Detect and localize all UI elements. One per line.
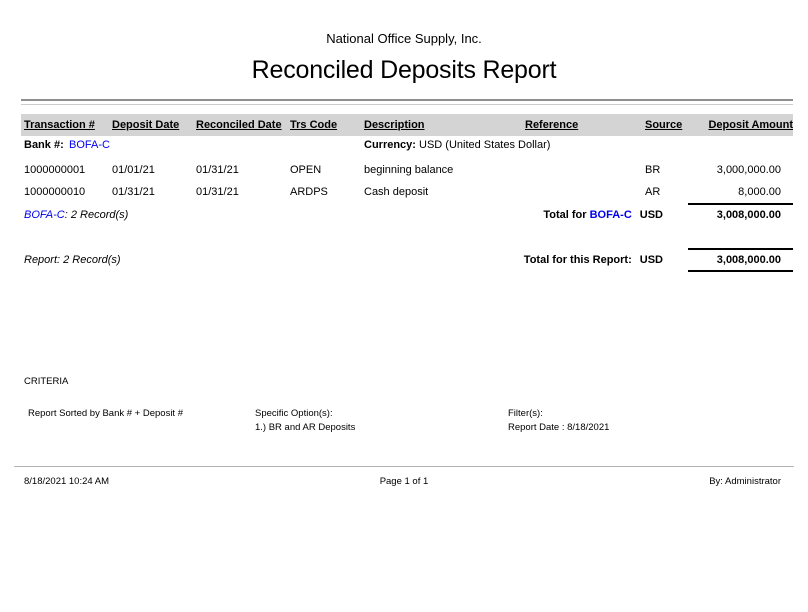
criteria-specific-options-value: 1.) BR and AR Deposits: [255, 422, 356, 433]
cell-description: beginning balance: [364, 164, 454, 176]
criteria-specific-options-label: Specific Option(s):: [255, 408, 333, 419]
report-total-text: Total for this Report:: [523, 254, 632, 266]
report-total-currency: USD: [639, 254, 663, 266]
cell-trs-code: OPEN: [290, 164, 322, 176]
bank-record-count: BOFA-C: 2 Record(s): [24, 209, 128, 221]
bank-total-label: Total for BOFA-C USD: [543, 209, 663, 221]
currency-value: USD (United States Dollar): [419, 139, 551, 151]
criteria-sorted-by: Report Sorted by Bank # + Deposit #: [28, 408, 183, 419]
bank-number-label: Bank #:: [24, 139, 64, 151]
cell-source: AR: [645, 186, 661, 198]
bank-record-count-text: : 2 Record(s): [64, 209, 129, 221]
bank-group-row: Bank #: BOFA-C Currency: USD (United Sta…: [21, 139, 793, 155]
footer-generated-by: By: Administrator: [709, 476, 781, 487]
col-deposit-amount: Deposit Amount: [708, 119, 793, 131]
col-trs-code: Trs Code: [290, 119, 338, 131]
footer-page-number: Page 1 of 1: [379, 476, 429, 487]
bank-total-currency: USD: [639, 209, 663, 221]
col-deposit-date: Deposit Date: [112, 119, 180, 131]
bank-code-link[interactable]: BOFA-C: [24, 209, 65, 221]
cell-reference: [525, 186, 641, 198]
bank-number-link[interactable]: BOFA-C: [69, 139, 110, 151]
report-total-row: Report: 2 Record(s) Total for this Repor…: [21, 248, 793, 275]
header-divider-dark: [21, 99, 793, 101]
cell-deposit-amount: 3,000,000.00: [716, 164, 781, 176]
table-row: 1000000001 01/01/21 01/31/21 OPEN beginn…: [21, 162, 793, 178]
cell-deposit-date: 01/31/21: [112, 186, 155, 198]
report-total-label: Total for this Report: USD: [524, 254, 663, 266]
cell-transaction: 1000000010: [24, 186, 86, 198]
report-total-amount: 3,008,000.00: [688, 248, 793, 272]
footer-datetime: 8/18/2021 10:24 AM: [24, 476, 110, 487]
cell-description: Cash deposit: [364, 186, 429, 198]
cell-reference: [525, 164, 641, 176]
col-description: Description: [364, 119, 425, 131]
criteria-heading: CRITERIA: [24, 376, 69, 387]
bank-total-bank-link[interactable]: BOFA-C: [589, 209, 632, 221]
footer-divider: [14, 466, 794, 467]
bank-total-row: BOFA-C: 2 Record(s) Total for BOFA-C USD …: [21, 203, 793, 227]
table-row: 1000000010 01/31/21 01/31/21 ARDPS Cash …: [21, 184, 793, 200]
cell-trs-code: ARDPS: [290, 186, 328, 198]
currency-label: Currency:: [364, 139, 416, 151]
criteria-filters-label: Filter(s):: [508, 408, 543, 419]
cell-deposit-date: 01/01/21: [112, 164, 155, 176]
bank-total-amount: 3,008,000.00: [688, 203, 793, 221]
report-title: Reconciled Deposits Report: [251, 56, 557, 84]
col-reconciled-date: Reconciled Date: [196, 119, 282, 131]
bank-total-prefix: Total for: [543, 209, 590, 221]
cell-reconciled-date: 01/31/21: [196, 164, 239, 176]
cell-transaction: 1000000001: [24, 164, 86, 176]
cell-source: BR: [645, 164, 661, 176]
cell-reconciled-date: 01/31/21: [196, 186, 239, 198]
col-source: Source: [645, 119, 683, 131]
criteria-filters-value: Report Date : 8/18/2021: [508, 422, 610, 433]
report-record-count: Report: 2 Record(s): [24, 254, 121, 266]
company-name: National Office Supply, Inc.: [326, 31, 482, 46]
header-divider-light: [21, 104, 793, 105]
table-header-row: Transaction # Deposit Date Reconciled Da…: [21, 114, 793, 136]
col-reference: Reference: [525, 119, 579, 131]
col-transaction: Transaction #: [24, 119, 95, 131]
cell-deposit-amount: 8,000.00: [738, 186, 781, 198]
